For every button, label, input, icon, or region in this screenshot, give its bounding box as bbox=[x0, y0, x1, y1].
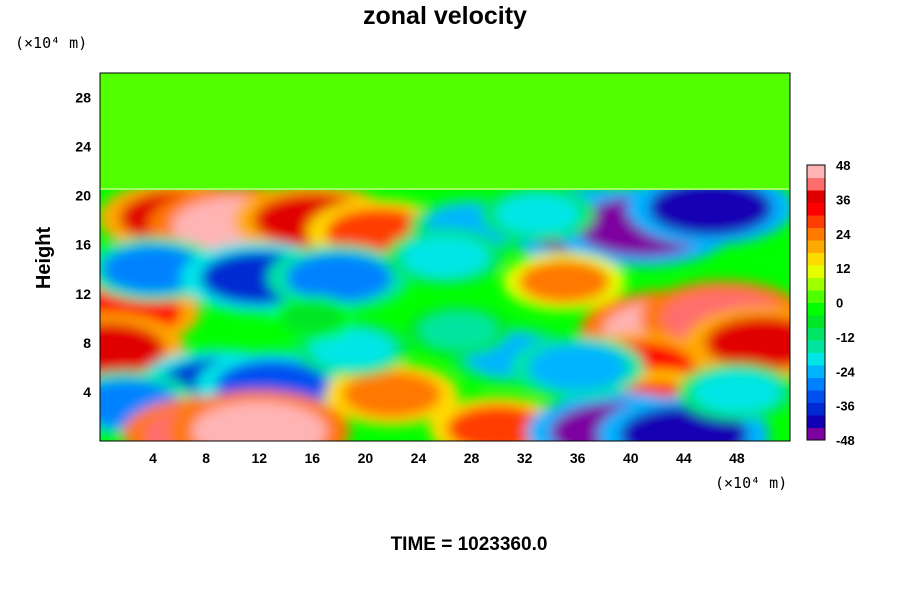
colorbar-segment bbox=[807, 165, 825, 178]
x-unit-label: (×10⁴ m) bbox=[715, 474, 787, 492]
colorbar-segment bbox=[807, 302, 825, 316]
heatmap-feature bbox=[100, 322, 166, 376]
x-tick-label: 12 bbox=[251, 450, 267, 466]
y-tick-label: 28 bbox=[75, 90, 91, 106]
x-ticks: 4 8 12 16 20 24 28 32 36 40 44 48 bbox=[149, 450, 745, 466]
colorbar-tick-label: 24 bbox=[836, 227, 851, 242]
y-tick-label: 4 bbox=[83, 384, 91, 400]
y-tick-label: 20 bbox=[75, 188, 91, 204]
heatmap-feature bbox=[528, 344, 628, 391]
heatmap-feature bbox=[401, 236, 489, 278]
y-tick-label: 12 bbox=[75, 286, 91, 302]
time-label: TIME = 1023360.0 bbox=[391, 534, 548, 555]
y-unit-label: (×10⁴ m) bbox=[15, 34, 87, 52]
colorbar-tick-label: -12 bbox=[836, 330, 855, 345]
colorbar-tick-label: -48 bbox=[836, 433, 855, 448]
colorbar-segment bbox=[807, 352, 825, 366]
y-tick-label: 8 bbox=[83, 335, 91, 351]
colorbar-segment bbox=[807, 340, 825, 353]
x-tick-label: 24 bbox=[411, 450, 427, 466]
heatmap-feature bbox=[446, 404, 550, 441]
x-tick-label: 4 bbox=[149, 450, 157, 466]
heatmap-feature bbox=[495, 193, 581, 235]
colorbar-tick-label: 12 bbox=[836, 261, 850, 276]
colorbar-tick-label: 36 bbox=[836, 192, 850, 207]
heatmap-feature bbox=[342, 371, 442, 418]
colorbar-segment bbox=[807, 215, 825, 228]
colorbar-segment bbox=[807, 265, 825, 278]
x-tick-label: 48 bbox=[729, 450, 745, 466]
colorbar-tick-label: 0 bbox=[836, 296, 843, 311]
x-tick-label: 36 bbox=[570, 450, 586, 466]
colorbar-tick-label: -24 bbox=[836, 364, 856, 379]
colorbar-frame bbox=[806, 164, 826, 441]
colorbar-segment bbox=[807, 240, 825, 253]
y-tick-label: 24 bbox=[75, 139, 91, 155]
heatmap-feature bbox=[285, 253, 392, 303]
colorbar-segment bbox=[807, 415, 825, 428]
heatmap-feature bbox=[309, 328, 395, 370]
colorbar-segment bbox=[807, 327, 825, 341]
colorbar-segment bbox=[807, 290, 825, 303]
x-tick-label: 20 bbox=[358, 450, 374, 466]
y-ticks: 4 8 12 16 20 24 28 bbox=[75, 90, 91, 400]
colorbar-segment bbox=[807, 315, 825, 328]
heatmap-feature bbox=[419, 311, 497, 350]
colorbar-tick-label: 48 bbox=[836, 158, 850, 173]
colorbar-segment bbox=[807, 277, 825, 291]
x-tick-label: 40 bbox=[623, 450, 639, 466]
y-axis-label: Height bbox=[33, 227, 55, 290]
colorbar-segment bbox=[807, 365, 825, 378]
heatmap-features bbox=[100, 170, 790, 441]
colorbar-segment bbox=[807, 390, 825, 403]
heatmap-feature bbox=[648, 179, 773, 236]
plot-frame bbox=[99, 72, 791, 442]
colorbar-segment bbox=[807, 227, 825, 241]
colorbar-segment bbox=[807, 427, 825, 441]
heatmap-feature bbox=[705, 316, 790, 370]
heatmap-feature bbox=[101, 245, 205, 294]
y-tick-label: 16 bbox=[75, 237, 91, 253]
colorbar-segment bbox=[807, 190, 825, 203]
colorbar-segment bbox=[807, 177, 825, 191]
x-tick-label: 44 bbox=[676, 450, 692, 466]
x-tick-label: 32 bbox=[517, 450, 533, 466]
colorbar-tick-label: -36 bbox=[836, 399, 855, 414]
x-tick-label: 16 bbox=[305, 450, 321, 466]
heatmap-feature bbox=[692, 370, 781, 413]
colorbar-segment bbox=[807, 402, 825, 416]
heatmap-feature bbox=[191, 401, 327, 441]
top-uniform-layer bbox=[100, 73, 790, 188]
x-tick-label: 28 bbox=[464, 450, 480, 466]
heatmap-feature bbox=[280, 302, 344, 335]
colorbar-segment bbox=[807, 202, 825, 216]
colorbar-segment bbox=[807, 377, 825, 391]
x-tick-label: 8 bbox=[202, 450, 210, 466]
chart-title: zonal velocity bbox=[363, 2, 527, 30]
colorbar-segment bbox=[807, 252, 825, 266]
colorbar-ticks: 48 36 24 12 0 -12 -24 -36 -48 bbox=[836, 158, 856, 448]
colorbar bbox=[806, 164, 826, 441]
heatmap-feature bbox=[518, 259, 611, 304]
plot-area bbox=[100, 73, 790, 441]
